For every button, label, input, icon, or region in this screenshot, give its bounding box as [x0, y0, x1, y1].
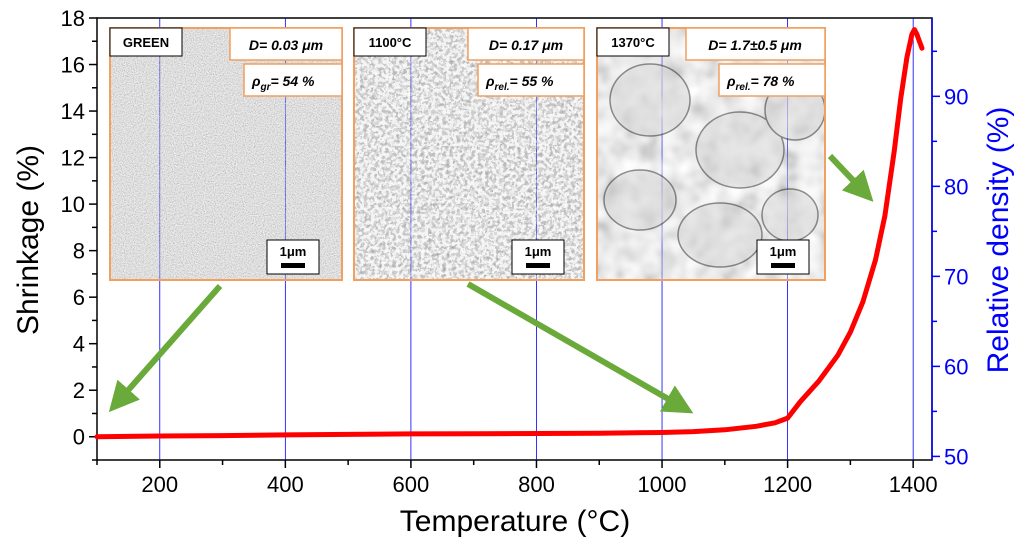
y-tick-label: 10 [61, 192, 85, 217]
x-tick-label: 400 [267, 472, 304, 497]
y2-tick-label: 80 [944, 174, 968, 199]
tick-layer: 200 400 600 800 1000 1200 1400 0 2 4 6 8 10 12 14 16 18 5… [61, 6, 969, 497]
arrow-1370 [827, 153, 874, 202]
x-tick-label: 600 [393, 472, 430, 497]
x-tick-label: 1400 [889, 472, 938, 497]
pointer-arrows [108, 153, 874, 414]
inset-green-scale-box [266, 239, 320, 275]
inset-1370: 1370°C D= 1.7±0.5 μm ρrel.= 78 % 1μm [596, 27, 826, 281]
y2-tick-label: 60 [944, 354, 968, 379]
y-tick-label: 6 [73, 285, 85, 310]
inset-1370-density-box [718, 63, 826, 97]
y2-axis-title: Relative density (%) [982, 107, 1015, 374]
y-tick-label: 0 [73, 425, 85, 450]
inset-1100: 1100°C D= 0.17 μm ρrel.= 55 % 1μm [353, 27, 585, 281]
series-line [94, 27, 925, 440]
arrow-green [108, 284, 223, 413]
inset-green-scale-bar [281, 263, 305, 268]
y2-tick-label: 70 [944, 264, 968, 289]
inset-green-density: ρgr= 54 % [251, 73, 315, 93]
inset-green-label: GREEN [123, 35, 169, 50]
series-layer [94, 27, 925, 440]
y2-tick-label: 50 [944, 444, 968, 469]
y-axis-title: Shrinkage (%) [12, 145, 45, 335]
inset-1100-label: 1100°C [369, 35, 412, 50]
x-tick-label: 1000 [638, 472, 687, 497]
grain-shape [603, 169, 677, 231]
inset-green-label-box [109, 27, 183, 57]
x-tick-label: 200 [141, 472, 178, 497]
inset-1100-label-box [353, 27, 427, 57]
inset-green-diameter: D= 0.03 μm [249, 37, 323, 53]
grain-shape [695, 111, 785, 189]
x-tick-label: 800 [518, 472, 555, 497]
y-tick-label: 4 [73, 332, 85, 357]
inset-1370-diameter: D= 1.7±0.5 μm [708, 37, 802, 53]
inset-1370-label-box [596, 27, 670, 57]
y-tick-label: 16 [61, 53, 85, 78]
inset-1100-scale-bar [526, 263, 550, 268]
inset-green-diameter-box [229, 27, 343, 61]
y-tick-label: 2 [73, 378, 85, 403]
y2-tick-label: 90 [944, 84, 968, 109]
inset-1100-diameter: D= 0.17 μm [489, 37, 563, 53]
inset-green-density-box [243, 63, 343, 97]
inset-1100-density: ρrel.= 55 % [485, 73, 554, 93]
inset-1100-density-box [477, 63, 585, 97]
y-tick-label: 12 [61, 146, 85, 171]
y-tick-label: 18 [61, 6, 85, 31]
x-axis-title: Temperature (°C) [400, 505, 630, 538]
inset-green-scale-label: 1μm [280, 244, 307, 259]
arrow-1100 [466, 281, 694, 414]
y-tick-label: 14 [61, 99, 85, 124]
inset-1370-scale-box [756, 239, 810, 275]
inset-1370-scale-bar [771, 263, 795, 268]
x-tick-label: 1200 [763, 472, 812, 497]
grain-shape [761, 188, 819, 242]
inset-1370-density: ρrel.= 78 % [726, 73, 795, 93]
inset-1100-diameter-box [467, 27, 585, 61]
grain-shape [609, 63, 691, 137]
inset-green: GREEN D= 0.03 μm ρgr= 54 % 1μm [109, 27, 343, 281]
inset-green-border [109, 27, 343, 281]
grain-shape [677, 202, 763, 268]
y-tick-label: 8 [73, 239, 85, 264]
inset-1100-scale-label: 1μm [525, 244, 552, 259]
inset-1370-label: 1370°C [611, 35, 655, 50]
inset-1370-diameter-box [685, 27, 826, 61]
inset-1100-scale-box [511, 239, 565, 275]
inset-1370-scale-label: 1μm [770, 244, 797, 259]
